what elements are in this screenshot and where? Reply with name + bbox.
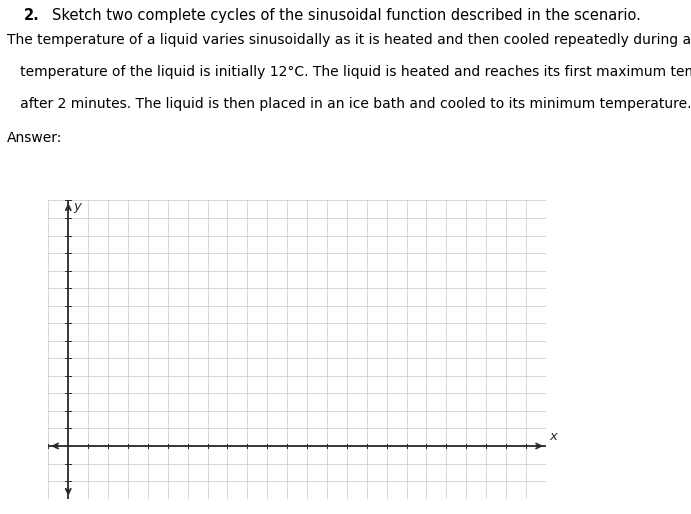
Text: The temperature of a liquid varies sinusoidally as it is heated and then cooled : The temperature of a liquid varies sinus…: [7, 33, 691, 47]
Text: y: y: [73, 200, 81, 213]
Text: after 2 minutes. The liquid is then placed in an ice bath and cooled to its mini: after 2 minutes. The liquid is then plac…: [7, 97, 691, 111]
Text: Answer:: Answer:: [7, 131, 62, 145]
Text: 2.: 2.: [24, 8, 40, 23]
Text: Sketch two complete cycles of the sinusoidal function described in the scenario.: Sketch two complete cycles of the sinuso…: [52, 8, 641, 23]
Text: temperature of the liquid is initially 12°C. The liquid is heated and reaches it: temperature of the liquid is initially 1…: [7, 65, 691, 79]
Text: x: x: [549, 430, 557, 444]
